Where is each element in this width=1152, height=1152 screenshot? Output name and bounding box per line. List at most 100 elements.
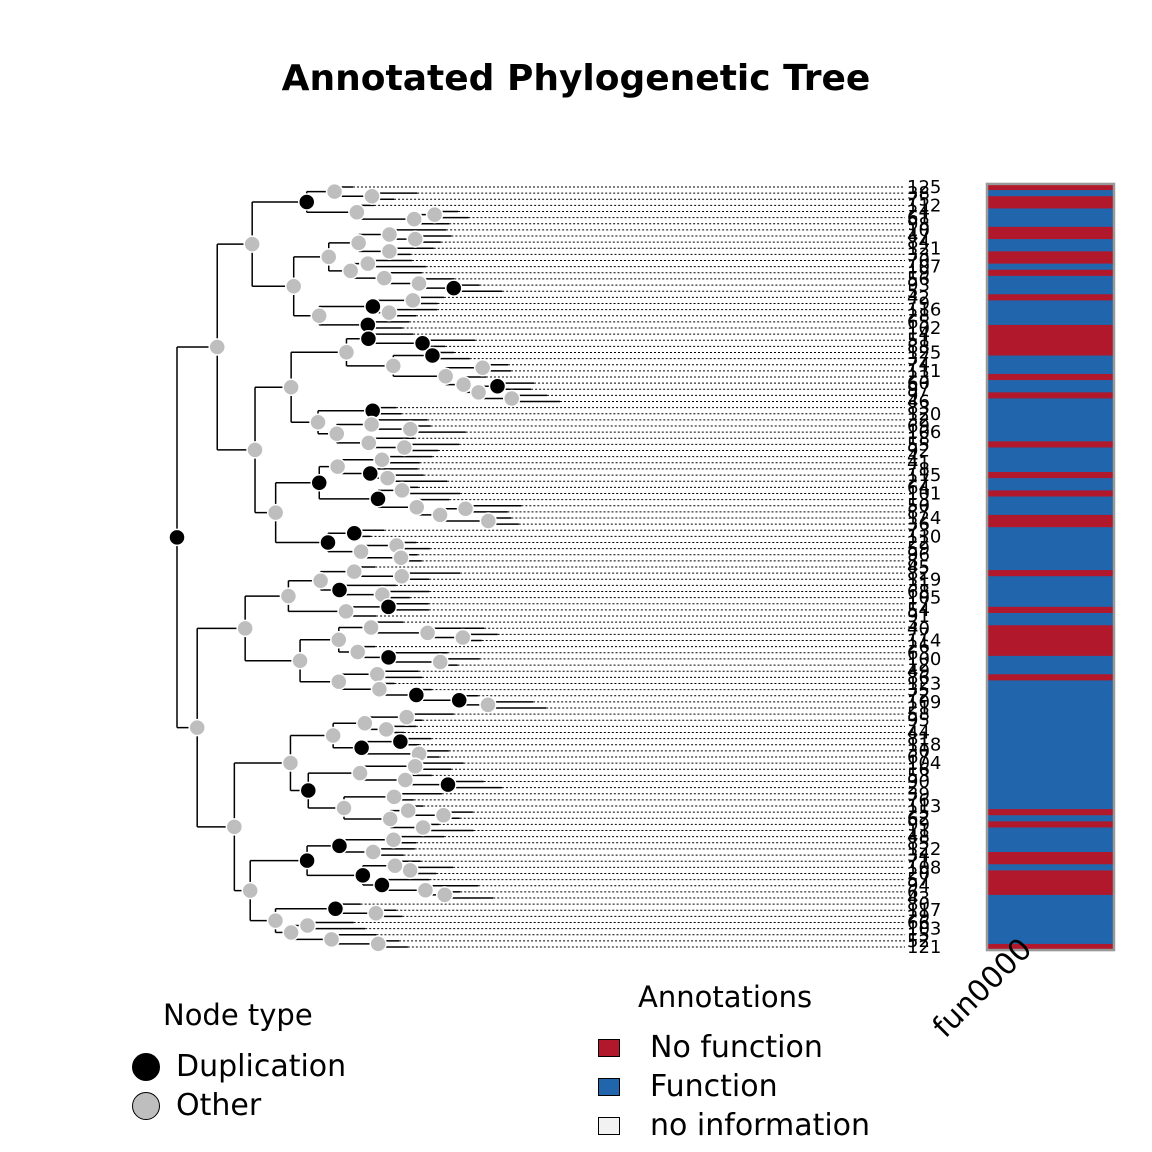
- heatmap-cell: [987, 410, 1114, 418]
- heatmap-cell: [987, 251, 1114, 258]
- other-node: [406, 230, 424, 248]
- duplication-node: [450, 691, 468, 710]
- heatmap-cell: [987, 919, 1114, 926]
- tip-label: 45: [907, 557, 930, 578]
- tip-label: 56: [907, 269, 930, 290]
- tip-label: 27: [907, 471, 930, 492]
- other-node: [351, 764, 369, 782]
- heatmap-cell: [987, 239, 1114, 246]
- other-node: [384, 830, 403, 849]
- heatmap-cell: [987, 416, 1114, 424]
- heatmap-cell: [987, 637, 1114, 645]
- duplication-node: [444, 279, 463, 297]
- tip-label: 86: [907, 667, 930, 688]
- other-node: [425, 205, 444, 224]
- legend-item-no-function: No function: [598, 1030, 823, 1065]
- tip-label: 121: [907, 238, 941, 259]
- tip-label: 73: [907, 520, 930, 541]
- other-node: [384, 357, 403, 375]
- tip-label: 48: [907, 827, 930, 848]
- legend-label: Duplication: [176, 1049, 347, 1084]
- other-node: [414, 818, 432, 837]
- tip-label: 114: [907, 631, 941, 652]
- other-node: [473, 359, 492, 377]
- heatmap-cell: [987, 741, 1114, 749]
- heatmap-cell: [987, 563, 1114, 571]
- tip-label: 28: [907, 306, 930, 327]
- heatmap-cell: [987, 845, 1114, 853]
- other-node: [405, 210, 423, 228]
- tip-label: 36: [907, 514, 930, 535]
- tip-label: 87: [907, 502, 930, 523]
- heatmap-cell: [987, 557, 1114, 565]
- heatmap-cell: [987, 576, 1114, 583]
- duplication-node: [407, 686, 426, 704]
- tip-label: 104: [907, 753, 941, 774]
- tip-label: 111: [907, 361, 941, 382]
- tip-label: 9: [907, 385, 918, 406]
- heatmap-cell: [987, 447, 1114, 455]
- heatmap-cell: [987, 668, 1114, 675]
- tip-label: 31: [907, 575, 930, 596]
- legend-label: No function: [650, 1030, 823, 1065]
- heatmap-cell: [987, 674, 1114, 681]
- tip-label: 93: [907, 275, 930, 296]
- other-node: [380, 225, 399, 244]
- heatmap-cell: [987, 373, 1114, 381]
- other-node: [320, 248, 338, 266]
- duplication-node: [364, 297, 382, 316]
- other-node: [328, 457, 347, 476]
- other-node: [241, 881, 259, 900]
- legend-item-function: Function: [598, 1069, 778, 1104]
- tip-label: 102: [907, 318, 941, 339]
- tip-label: 78: [907, 459, 930, 480]
- tip-label: 7: [907, 716, 918, 737]
- tip-label: 12: [907, 655, 930, 676]
- heatmap-cell: [987, 735, 1114, 743]
- tip-label: 85: [907, 833, 930, 854]
- heatmap-cell: [987, 533, 1114, 540]
- heatmap-cell: [987, 612, 1114, 620]
- other-node: [341, 262, 360, 280]
- duplication-dot-icon: [132, 1052, 160, 1081]
- duplication-node: [373, 876, 391, 894]
- heatmap-cell: [987, 508, 1114, 516]
- heatmap-cell: [987, 275, 1114, 283]
- tip-label: 60: [907, 373, 930, 394]
- other-node: [266, 911, 285, 930]
- tip-label: 35: [907, 680, 930, 701]
- other-node: [385, 788, 403, 806]
- heatmap-cell: [987, 392, 1114, 399]
- heatmap-cell: [987, 943, 1114, 951]
- other-node: [380, 242, 399, 261]
- tip-label: 4: [907, 447, 918, 468]
- tip-label: 66: [907, 912, 930, 933]
- tip-label: 106: [907, 422, 941, 443]
- tip-label: 24: [907, 202, 930, 223]
- heatmap-cell: [987, 802, 1114, 810]
- heatmap-cell: [987, 361, 1114, 369]
- tip-label: 18: [907, 428, 930, 449]
- heatmap-cell: [987, 882, 1114, 890]
- tip-label: 123: [907, 673, 941, 694]
- other-node: [373, 450, 391, 469]
- heatmap-cell: [987, 294, 1114, 301]
- heatmap-cell: [987, 484, 1114, 491]
- legend-item-duplication: Duplication: [132, 1049, 346, 1084]
- heatmap-cell: [987, 594, 1114, 602]
- tip-label: 6: [907, 882, 918, 903]
- other-node: [208, 338, 226, 356]
- other-node: [369, 935, 387, 953]
- tip-label: 75: [907, 189, 930, 210]
- tip-label: 70: [907, 251, 930, 272]
- tip-label: 61: [907, 208, 930, 229]
- tip-label: 34: [907, 845, 930, 866]
- duplication-node: [354, 866, 372, 885]
- other-node: [406, 757, 424, 775]
- duplication-node: [379, 598, 398, 616]
- tip-label: 118: [907, 735, 941, 756]
- heatmap-cell: [987, 790, 1114, 798]
- other-node: [502, 389, 521, 408]
- tip-label: 3: [907, 612, 918, 633]
